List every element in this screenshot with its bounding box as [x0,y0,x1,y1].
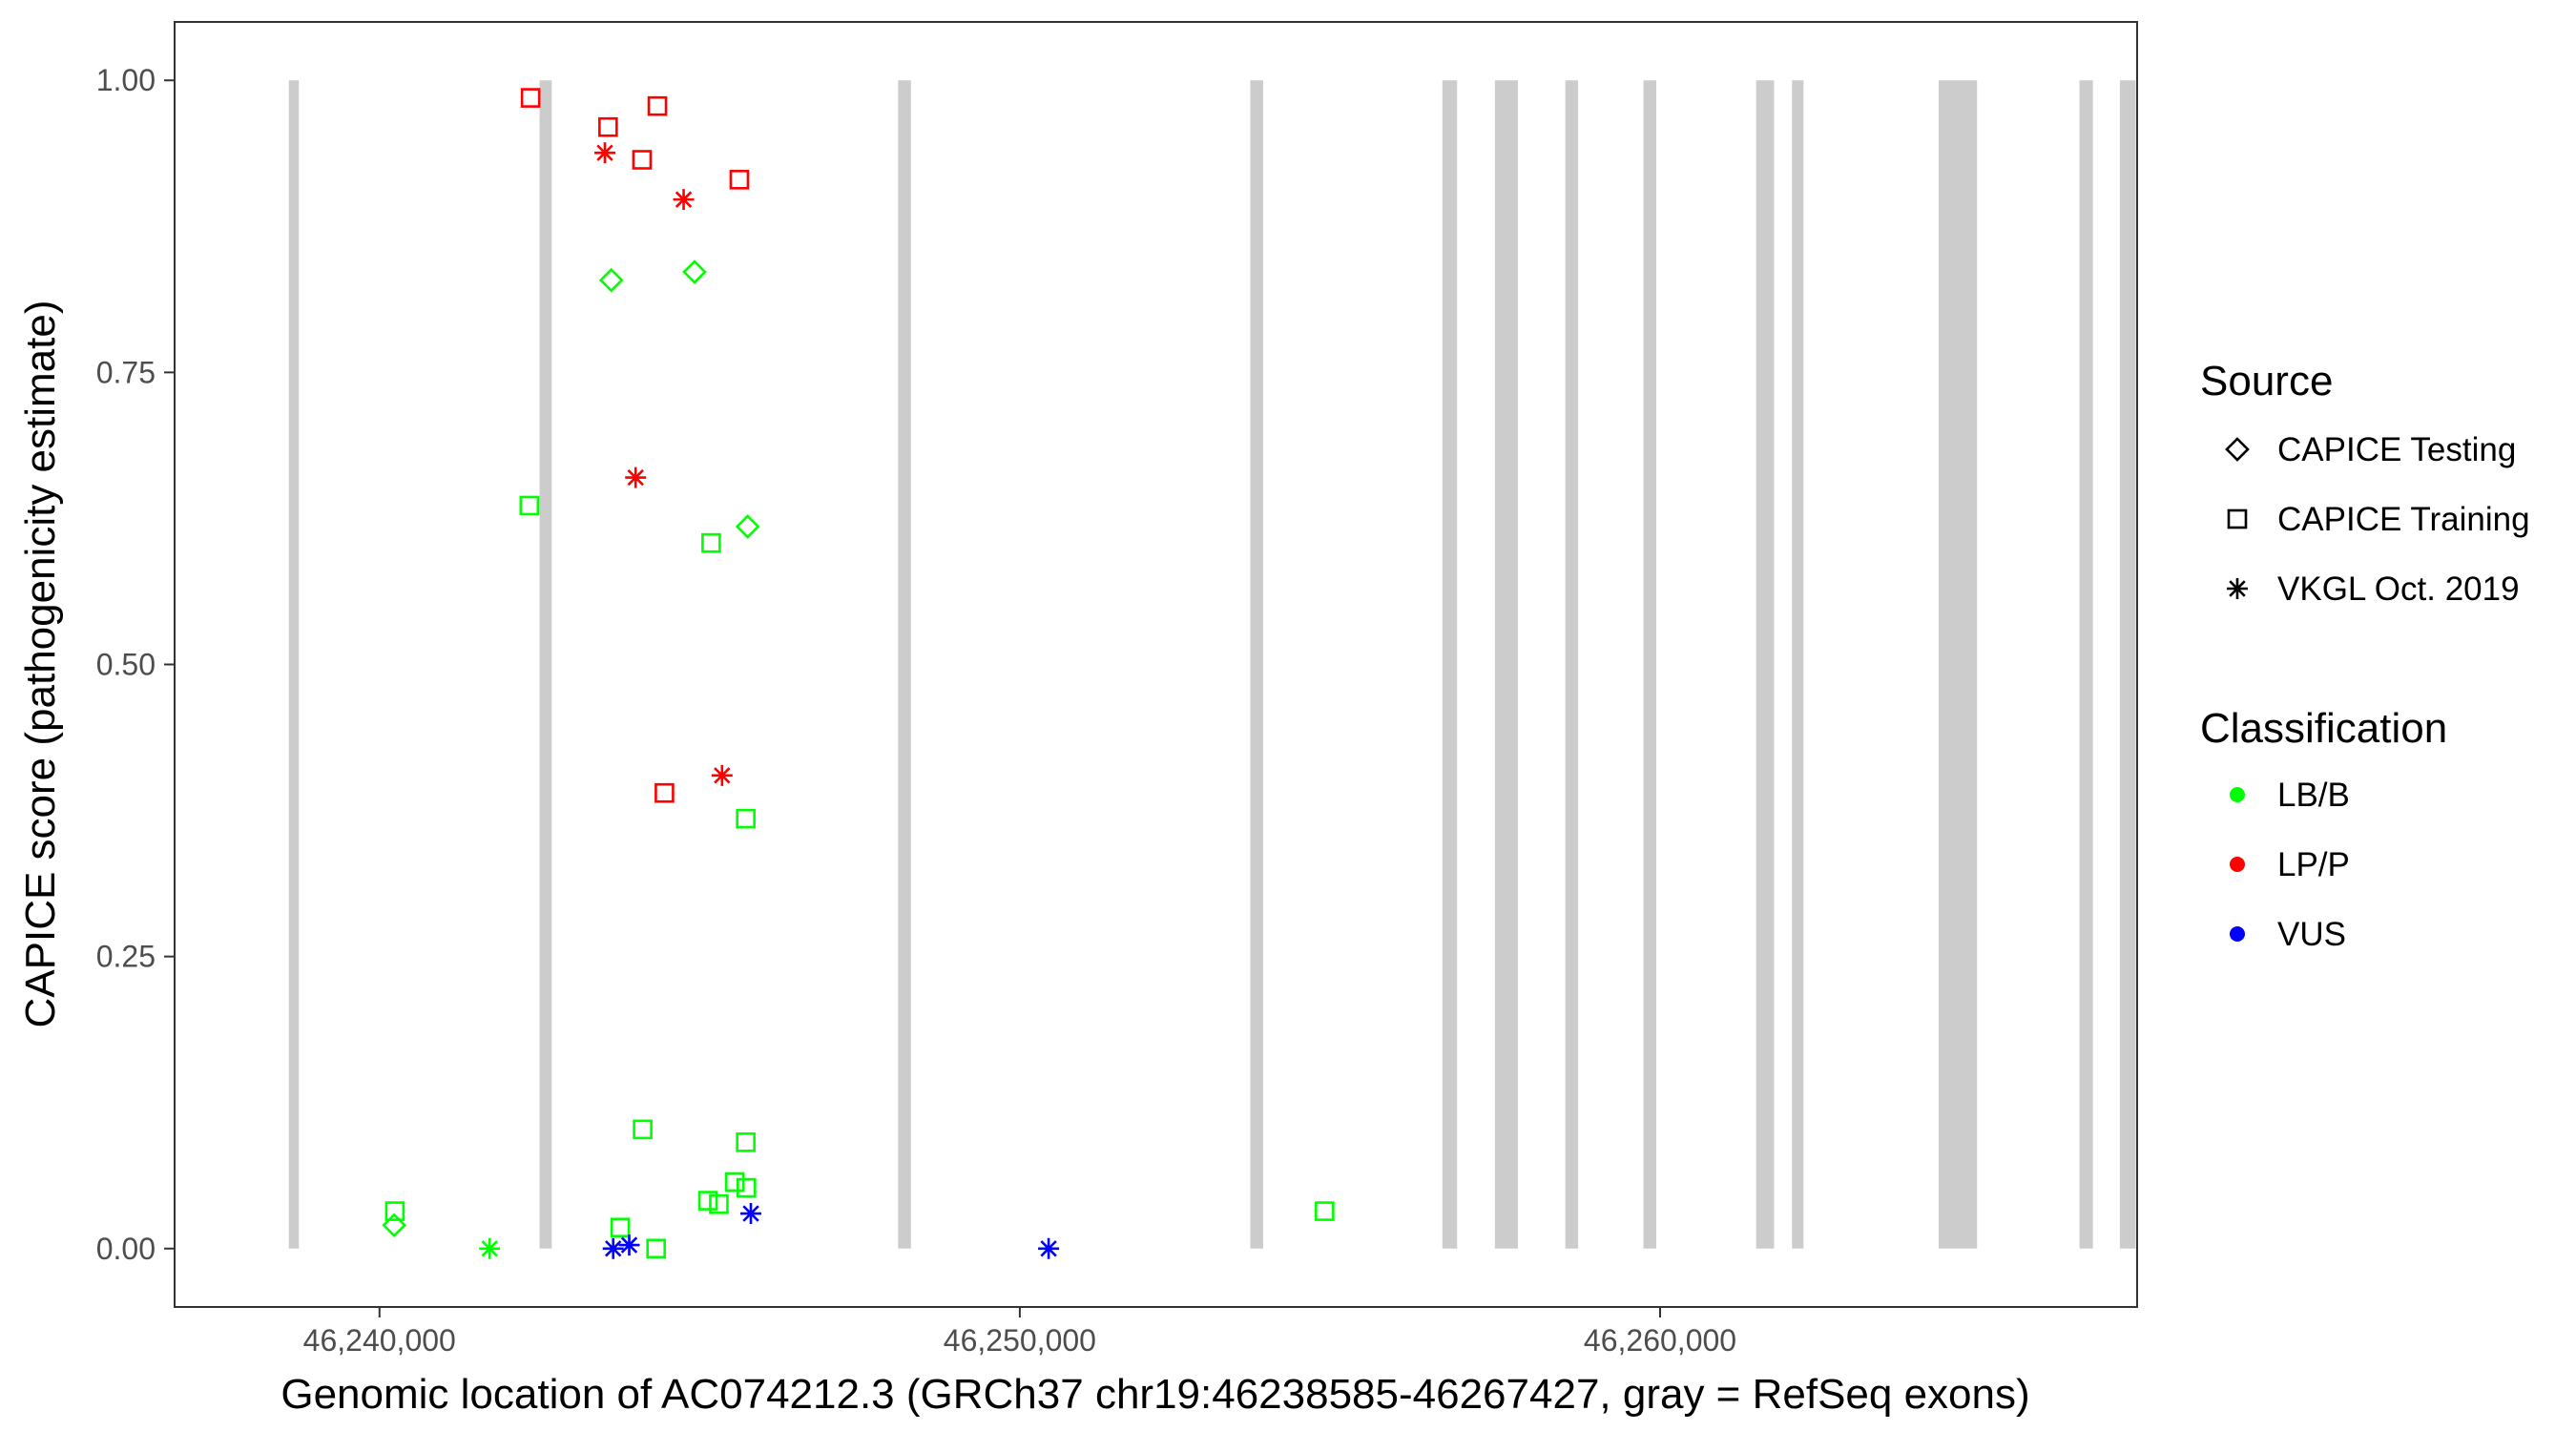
legend-key-square [2227,508,2248,529]
data-point [633,1119,653,1140]
y-tick-label: 0.75 [96,355,156,389]
data-point [647,95,668,116]
data-point [736,1132,756,1152]
data-point [602,1237,624,1259]
legend-classification-items: LB/B LP/P VUS [2230,777,2350,953]
x-axis-title: Genomic location of AC074212.3 (GRCh37 c… [280,1371,2029,1418]
legend-source-label: VKGL Oct. 2019 [2277,570,2520,608]
exon-bar [1755,80,1775,1249]
point-layer [382,88,1335,1259]
exon-bar [1938,80,1978,1249]
legend-key-dot [2230,787,2245,802]
x-tick-label: 46,260,000 [1584,1323,1736,1358]
axis-layer: 46,240,000 46,250,000 46,260,000 0.00 0.25 0.… [96,63,1736,1358]
exon-bar [1442,80,1458,1249]
data-point [479,1237,501,1259]
legend-source-label: CAPICE Testing [2277,431,2516,468]
exon-layer [288,80,2136,1249]
data-point [711,764,733,786]
data-point [682,259,707,284]
y-axis-title: CAPICE score (pathogenicity estimate) [17,301,64,1028]
y-tick-label: 0.25 [96,940,156,974]
exon-bar [1250,80,1263,1249]
data-point [632,150,653,170]
data-point [625,467,647,488]
legend-classification-title: Classification [2200,705,2447,752]
data-point [654,782,675,803]
legend-key-dot [2230,857,2245,872]
legend-key-dot [2230,926,2245,942]
data-point [593,142,615,164]
y-tick-label: 0.00 [96,1232,156,1266]
exon-bar [539,80,552,1249]
data-point [736,808,756,829]
exon-bar [288,80,300,1249]
data-point [729,170,750,190]
legend-classification-label: LB/B [2277,777,2350,814]
data-point [701,532,721,553]
y-tick-label: 1.00 [96,63,156,97]
exon-bar [1792,80,1804,1249]
legend-source-label: CAPICE Training [2277,501,2530,538]
exon-bar [1643,80,1656,1249]
exon-bar [898,80,911,1249]
exon-bar [2079,80,2093,1249]
legend-classification-label: VUS [2277,916,2346,953]
data-point [646,1238,666,1259]
legend-key-asterisk [2227,578,2248,599]
legend-key-diamond [2225,437,2250,462]
legend-classification-label: LP/P [2277,846,2350,883]
data-point [740,1203,762,1225]
data-point [520,88,541,108]
legend: Source CAPICE Testing CAPICE Training VKGL… [2200,358,2530,953]
x-tick-label: 46,250,000 [944,1323,1096,1358]
y-tick-label: 0.50 [96,648,156,682]
exon-bar [2119,80,2136,1249]
data-point [1038,1237,1060,1259]
data-point [610,1217,631,1238]
legend-source-items: CAPICE Testing CAPICE Training VKGL Oct. 2… [2225,431,2530,608]
exon-bar [1565,80,1579,1249]
data-point [384,1201,405,1221]
data-point [735,514,760,539]
data-point [697,1191,718,1211]
data-point [598,267,624,293]
data-point [598,116,618,137]
data-point [724,1172,745,1192]
data-point [737,1177,757,1198]
data-point [519,495,540,516]
legend-source-title: Source [2200,358,2333,404]
data-point [709,1193,729,1214]
data-point [1315,1201,1335,1221]
data-point [673,189,695,211]
x-tick-label: 46,240,000 [303,1323,456,1358]
exon-bar [1494,80,1519,1249]
data-point [618,1234,640,1256]
data-point [382,1213,407,1238]
